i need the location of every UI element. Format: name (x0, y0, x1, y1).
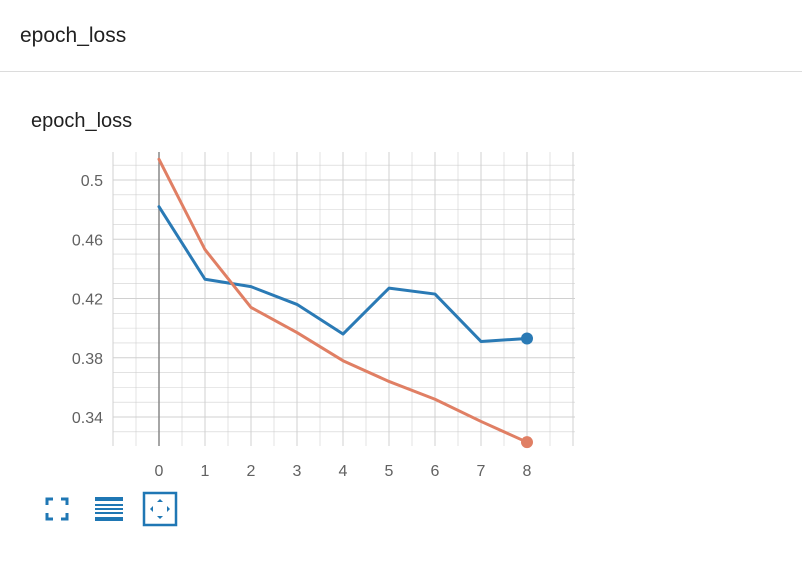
fit-domain-button[interactable] (142, 491, 178, 527)
x-tick-label: 4 (339, 463, 348, 480)
y-tick-label: 0.5 (81, 173, 103, 190)
x-tick-label: 0 (155, 463, 164, 480)
fullscreen-button[interactable] (39, 491, 75, 527)
series-blue-end-marker (521, 332, 533, 345)
section-title: epoch_loss (20, 24, 127, 47)
grid-layer (112, 152, 575, 446)
x-tick-label: 3 (293, 463, 302, 480)
x-tick-label: 2 (247, 463, 256, 480)
series-layer (157, 157, 533, 449)
series-blue-line (157, 205, 529, 343)
tick-label-layer: 0.34 0.38 0.42 0.46 0.5 0 1 2 3 4 5 6 7 8 (72, 173, 532, 480)
y-tick-label: 0.34 (72, 410, 103, 427)
toggle-log-scale-button[interactable] (91, 491, 127, 527)
fullscreen-icon (45, 497, 69, 521)
x-tick-label: 5 (385, 463, 394, 480)
x-tick-label: 6 (431, 463, 440, 480)
y-tick-label: 0.42 (72, 292, 103, 309)
lines-icon (95, 497, 123, 521)
x-tick-label: 8 (523, 463, 532, 480)
section-header: epoch_loss (0, 0, 802, 72)
y-tick-label: 0.46 (72, 232, 103, 249)
x-tick-label: 7 (477, 463, 486, 480)
chart-card-title: epoch_loss (31, 110, 133, 132)
series-orange-line (157, 157, 529, 444)
fit-domain-icon (142, 491, 178, 527)
y-tick-label: 0.38 (72, 351, 103, 368)
series-orange-end-marker (521, 436, 533, 449)
x-tick-label: 1 (201, 463, 210, 480)
